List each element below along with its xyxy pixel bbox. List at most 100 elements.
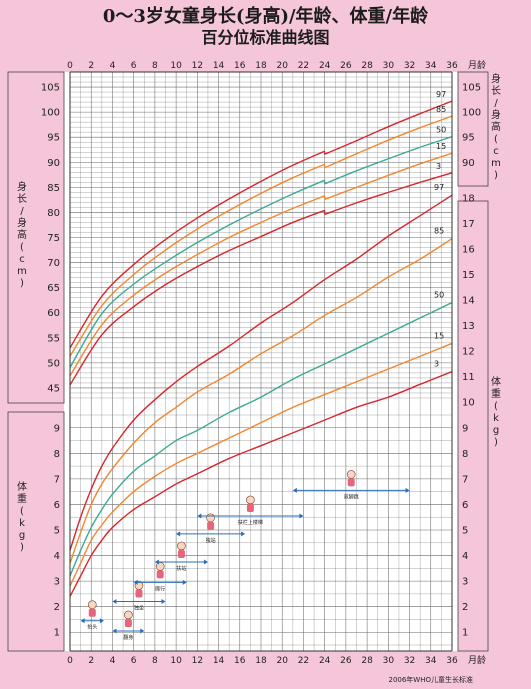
top-x-tick-label: 2: [88, 61, 94, 71]
weight-curve-label-p3: 3: [434, 360, 439, 369]
milestone-arrow-left: [176, 531, 181, 537]
right-weight-tick-label: 12: [462, 347, 475, 358]
top-x-tick-label: 16: [234, 61, 246, 71]
milestone-arrow-right: [241, 531, 246, 537]
left-length-tick-label: 90: [47, 158, 60, 169]
length-curve-p3-after-24m: [324, 172, 453, 216]
top-x-tick-label: 28: [361, 61, 373, 71]
right-weight-tick-label: 16: [462, 244, 475, 255]
bottom-x-tick-label: 12: [192, 656, 203, 666]
length-curve-p15: [69, 195, 325, 377]
bottom-x-tick-label: 18: [255, 656, 267, 666]
length-curve-p97-after-24m: [324, 100, 453, 155]
bottom-x-tick-label: 34: [425, 656, 437, 666]
length-curve-label-p3: 3: [436, 162, 441, 171]
baby-head-icon: [206, 513, 215, 523]
baby-body-icon: [207, 521, 215, 530]
left-length-tick-label: 60: [47, 308, 60, 319]
milestone-arrow-left: [292, 487, 297, 493]
right-weight-tick-label: 4: [462, 551, 468, 562]
baby-body-icon: [246, 503, 254, 512]
top-x-tick-label: 22: [298, 61, 309, 71]
length-curve-p85: [69, 163, 325, 357]
right-weight-tick-label: 10: [462, 398, 475, 409]
left-length-tick-label: 95: [47, 133, 60, 144]
left-length-axis-title: 身长/身高(c m): [17, 180, 27, 289]
milestone-label: 独站: [206, 537, 216, 544]
baby-body-icon: [156, 570, 164, 579]
top-x-tick-label: 34: [425, 61, 437, 71]
weight-curve-p50: [69, 301, 453, 577]
right-length-tick-label: 95: [462, 133, 475, 144]
chart-axes: 0022446688101012121414161618182020222224…: [7, 59, 486, 666]
milestone-arrow-right: [405, 487, 410, 493]
length-curve-label-p97: 97: [436, 90, 446, 99]
top-x-tick-label: 20: [276, 61, 288, 71]
bottom-x-tick-label: 0: [67, 656, 73, 666]
weight-curve-label-p97: 97: [434, 183, 444, 192]
chart-title-line1: 0～3岁女童身长(身高)/年龄、体重/年龄: [102, 6, 429, 27]
milestone-爬行: 爬行: [133, 562, 187, 592]
weight-curve-p15: [69, 342, 453, 587]
bottom-x-unit-label: 月龄: [468, 654, 486, 666]
left-weight-tick-label: 1: [54, 628, 60, 639]
length-curve-p85-after-24m: [324, 115, 453, 169]
bottom-x-tick-label: 24: [319, 656, 331, 666]
chart-labels: 身长/身高(c m) 体重(k g) 身长/身高(c m) 体重(k g): [17, 72, 501, 553]
right-weight-tick-label: 7: [462, 474, 468, 485]
bottom-x-tick-label: 30: [383, 656, 395, 666]
top-x-tick-label: 8: [152, 61, 158, 71]
chart-title-line2: 百分位标准曲线图: [201, 28, 330, 47]
left-weight-tick-label: 5: [54, 526, 60, 537]
weight-curve-p85: [69, 238, 453, 564]
length-curve-p15-after-24m: [324, 152, 453, 201]
bottom-x-tick-label: 20: [276, 656, 288, 666]
bottom-x-tick-label: 10: [170, 656, 182, 666]
bottom-x-tick-label: 22: [298, 656, 309, 666]
milestone-arrow-right: [99, 618, 104, 624]
milestone-label: 独坐: [134, 605, 144, 612]
bottom-x-tick-label: 4: [110, 656, 116, 666]
left-weight-tick-label: 9: [54, 423, 60, 434]
right-weight-tick-label: 2: [462, 602, 468, 613]
baby-body-icon: [177, 549, 185, 558]
right-weight-tick-label: 6: [462, 500, 468, 511]
bottom-x-tick-label: 32: [404, 656, 415, 666]
left-weight-tick-label: 2: [54, 602, 60, 613]
right-weight-tick-label: 9: [462, 423, 468, 434]
right-weight-axis-title: 体重(k g): [491, 376, 501, 448]
right-weight-tick-label: 11: [462, 372, 475, 383]
top-x-tick-label: 14: [213, 61, 225, 71]
milestone-独坐: 独坐: [112, 581, 166, 612]
right-weight-tick-label: 3: [462, 577, 468, 588]
milestone-arrow-left: [80, 618, 85, 624]
weight-curve-label-p85: 85: [434, 227, 444, 236]
top-x-tick-label: 30: [383, 61, 395, 71]
milestone-arrow-right: [182, 579, 187, 585]
baby-head-icon: [87, 600, 97, 610]
weight-curve-p3: [69, 370, 453, 597]
left-length-tick-label: 55: [47, 333, 60, 344]
milestone-label: 翻身: [123, 634, 133, 641]
left-weight-tick-label: 8: [54, 449, 60, 460]
top-x-tick-label: 36: [446, 61, 458, 71]
left-length-tick-label: 105: [41, 83, 60, 94]
right-weight-tick-label: 17: [462, 219, 475, 230]
milestone-label: 双脚跳: [344, 493, 359, 500]
top-x-tick-label: 32: [404, 61, 415, 71]
bottom-x-tick-label: 36: [446, 656, 458, 666]
bottom-x-tick-label: 2: [88, 656, 94, 666]
length-curve-label-p85: 85: [436, 105, 446, 114]
top-x-tick-label: 6: [131, 61, 137, 71]
milestone-arrow-right: [299, 513, 304, 519]
bottom-x-tick-label: 26: [340, 656, 352, 666]
milestone-扶栏上楼梯: 扶栏上楼梯: [197, 495, 304, 526]
baby-body-icon: [135, 589, 143, 598]
left-length-tick-label: 75: [47, 233, 60, 244]
left-length-tick-label: 45: [47, 383, 60, 394]
milestone-label: 扶栏上楼梯: [238, 519, 263, 526]
bottom-x-tick-label: 28: [361, 656, 373, 666]
right-weight-tick-label: 8: [462, 449, 468, 460]
